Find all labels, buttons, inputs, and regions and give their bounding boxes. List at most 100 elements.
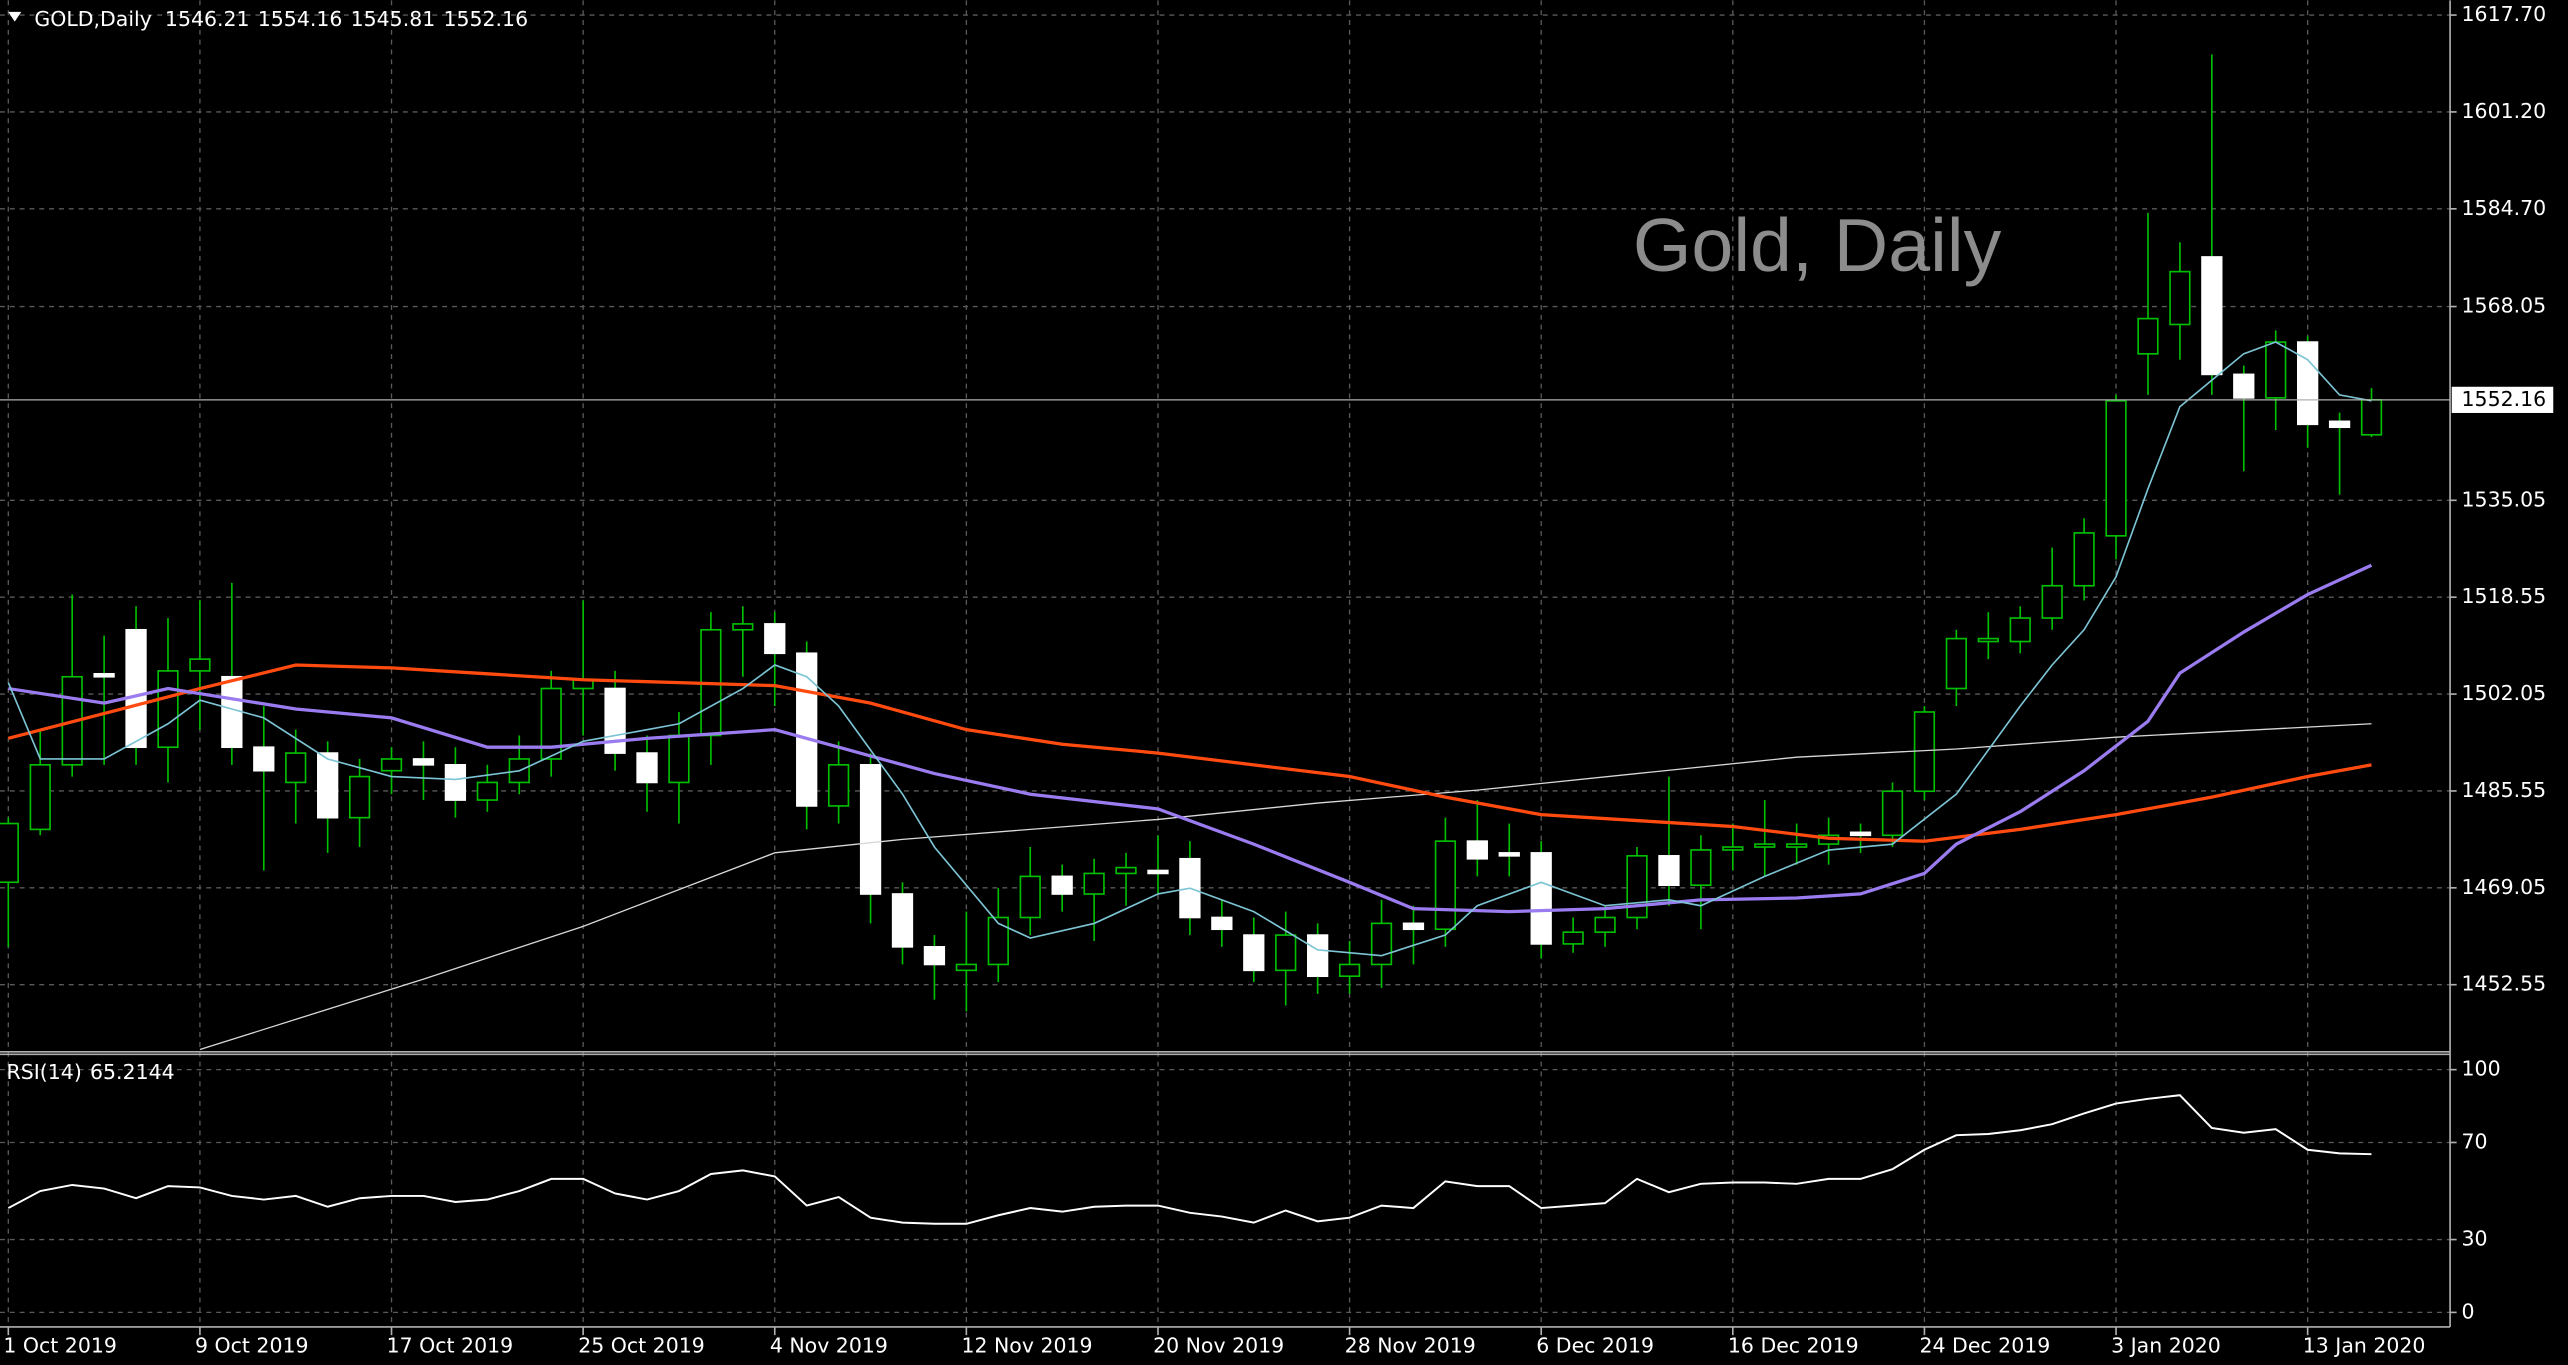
candle-body xyxy=(1722,846,1744,851)
rsi-last: 65.2144 xyxy=(90,1060,175,1084)
candle-body xyxy=(2297,341,2319,426)
symbol: GOLD,Daily xyxy=(34,7,151,31)
candle-body xyxy=(2169,270,2191,326)
candle-body xyxy=(2137,317,2159,355)
y-tick-label: 1601.20 xyxy=(2462,99,2547,123)
candle-body xyxy=(1307,934,1329,978)
rsi-line xyxy=(7,1094,2372,1225)
header-low: 1545.81 xyxy=(351,7,436,31)
candle-body xyxy=(1243,934,1265,972)
candle-body xyxy=(636,752,658,784)
candle-body xyxy=(668,734,690,784)
candle-body xyxy=(1083,872,1105,895)
candle-body xyxy=(1530,852,1552,945)
candle-body xyxy=(1019,875,1041,919)
candle-body xyxy=(1658,855,1680,887)
y-tick-label: 1502.05 xyxy=(2462,681,2547,705)
axes-layer: 1 Oct 2019 9 Oct 2019 17 Oct 2019 25 Oct 20… xyxy=(3,2,2554,1358)
candle-body xyxy=(285,752,307,784)
candle-body xyxy=(253,746,275,772)
candle-body xyxy=(1466,840,1488,860)
candle-body xyxy=(1115,866,1137,875)
moving-average-line xyxy=(199,723,2372,1051)
candle-body xyxy=(859,764,882,895)
x-tick-label: 25 Oct 2019 xyxy=(578,1334,705,1358)
candle-body xyxy=(923,946,946,966)
candle-body xyxy=(189,658,211,672)
y-tick-label: 1485.55 xyxy=(2462,778,2547,802)
candle-body xyxy=(1849,831,1872,837)
candle-body xyxy=(955,963,978,972)
header-high: 1554.16 xyxy=(258,7,343,31)
candle-body xyxy=(1275,934,1297,972)
candle-body xyxy=(891,893,914,948)
y-tick-label: 1584.70 xyxy=(2462,196,2547,220)
candle-body xyxy=(2201,256,2223,376)
candle-body xyxy=(317,752,339,819)
y-tick-label: 70 xyxy=(2462,1129,2488,1153)
candle-body xyxy=(2009,617,2031,643)
candle-body xyxy=(987,916,1009,966)
candle-body xyxy=(29,764,51,831)
candle-body xyxy=(1402,922,1425,931)
candle-body xyxy=(2105,399,2127,537)
collapse-icon xyxy=(8,11,22,22)
candle-body xyxy=(348,775,371,819)
candle-body xyxy=(764,623,786,655)
candle-body xyxy=(732,623,754,631)
x-tick-label: 17 Oct 2019 xyxy=(387,1334,514,1358)
candle-body xyxy=(221,675,243,749)
header-close: 1552.16 xyxy=(443,7,528,31)
candle-body xyxy=(2265,341,2287,399)
y-tick-label: 1469.05 xyxy=(2462,875,2547,899)
candle-body xyxy=(1690,849,1712,887)
x-tick-label: 6 Dec 2019 xyxy=(1536,1334,1654,1358)
main-panel xyxy=(0,54,2451,1051)
header-open: 1546.21 xyxy=(165,7,250,31)
y-tick-label: 1568.05 xyxy=(2462,294,2547,318)
candle-body xyxy=(412,758,435,766)
moving-average-line xyxy=(8,563,2373,914)
candle-body xyxy=(2073,532,2095,587)
candle-body xyxy=(1594,916,1616,933)
x-tick-label: 4 Nov 2019 xyxy=(770,1334,888,1358)
candle-body xyxy=(1626,855,1648,919)
candle-body xyxy=(1051,875,1073,895)
rsi-header: RSI(14) 65.2144 xyxy=(7,1060,175,1084)
y-tick-label: 1452.55 xyxy=(2462,972,2547,996)
candle-body xyxy=(1881,790,1904,837)
candle-body xyxy=(540,687,562,760)
chart-header: GOLD,Daily 1546.21 1554.16 1545.81 1552.16 xyxy=(34,7,528,31)
candle-body xyxy=(1147,869,1169,875)
y-tick-label: 100 xyxy=(2462,1057,2501,1081)
candle-body xyxy=(1786,843,1808,848)
candle-body xyxy=(1754,843,1776,848)
candle-body xyxy=(2360,399,2383,436)
candle-body xyxy=(1434,840,1457,931)
candle-body xyxy=(476,781,498,801)
candle-body xyxy=(380,758,403,772)
candle-body xyxy=(2328,420,2351,429)
y-tick-label: 0 xyxy=(2462,1299,2475,1323)
candle-body xyxy=(2233,373,2255,399)
x-tick-label: 12 Nov 2019 xyxy=(961,1334,1092,1358)
y-tick-label: 1535.05 xyxy=(2462,487,2547,511)
candle-body xyxy=(1370,922,1393,966)
y-tick-label: 1617.70 xyxy=(2462,2,2547,26)
moving-average-line xyxy=(7,663,2372,843)
x-tick-label: 3 Jan 2020 xyxy=(2111,1334,2221,1358)
x-tick-label: 20 Nov 2019 xyxy=(1153,1334,1284,1358)
x-tick-label: 9 Oct 2019 xyxy=(195,1334,309,1358)
candle-body xyxy=(1211,916,1233,931)
candle-body xyxy=(1498,852,1520,857)
y-tick-label: 1518.55 xyxy=(2462,584,2547,608)
current-price-box xyxy=(2451,386,2554,413)
candle-body xyxy=(444,764,467,801)
x-tick-label: 28 Nov 2019 xyxy=(1345,1334,1476,1358)
candle-body xyxy=(157,670,179,749)
candle-body xyxy=(1338,963,1361,978)
candle-body xyxy=(125,628,147,749)
